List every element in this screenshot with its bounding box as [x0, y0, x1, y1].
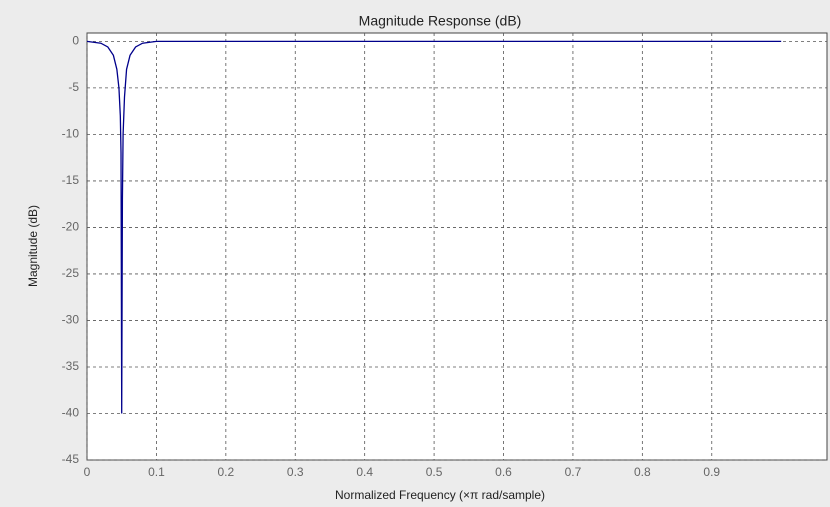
- y-tick-label: -15: [62, 173, 80, 187]
- line: [86, 40, 782, 414]
- x-tick-label: 0: [84, 465, 91, 479]
- y-tick-label: -5: [68, 80, 79, 94]
- x-tick-label: 0.4: [356, 465, 373, 479]
- x-tick-label: 0.7: [565, 465, 582, 479]
- y-tick-label: -35: [62, 359, 80, 373]
- x-tick-label: 0.1: [148, 465, 165, 479]
- x-tick-label: 0.5: [426, 465, 443, 479]
- y-tick-label: -40: [62, 406, 80, 420]
- x-tick-label: 0.8: [634, 465, 651, 479]
- y-tick-label: 0: [72, 34, 79, 48]
- chart-title: Magnitude Response (dB): [359, 13, 522, 29]
- y-axis-label: Magnitude (dB): [26, 205, 40, 287]
- plot-area: [86, 32, 828, 461]
- x-tick-label: 0.3: [287, 465, 304, 479]
- y-tick-label: -30: [62, 313, 80, 327]
- x-tick-label: 0.9: [703, 465, 720, 479]
- y-tick-label: -20: [62, 220, 80, 234]
- x-axis-label: Normalized Frequency (×π rad/sample): [335, 488, 545, 502]
- y-tick-label: -45: [62, 452, 80, 466]
- y-tick-label: -10: [62, 127, 80, 141]
- x-tick-label: 0.2: [217, 465, 234, 479]
- y-tick-label: -25: [62, 266, 80, 280]
- x-tick-label: 0.6: [495, 465, 512, 479]
